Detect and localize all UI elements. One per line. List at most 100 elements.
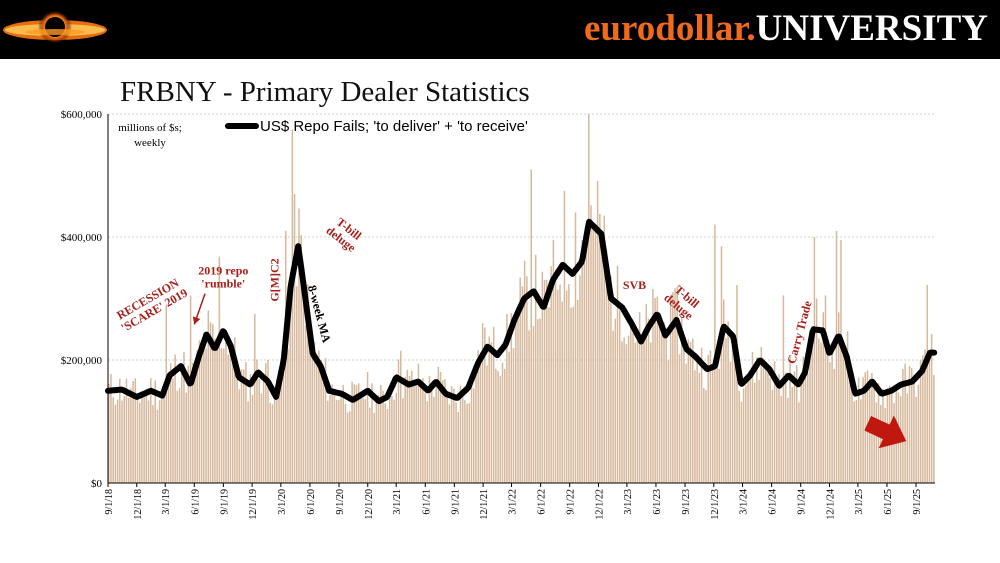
- x-tick-label: 9/1/24: [797, 489, 808, 515]
- bar: 11/5/2022: 451587: [590, 205, 592, 483]
- bar: 5/8/2021: 193905: [417, 363, 420, 483]
- bar: 4/8/2023: 278091: [638, 311, 641, 483]
- bar: 10/17/2020: 160515: [353, 384, 356, 483]
- bar: 1/14/2023: 247478: [612, 330, 614, 483]
- bar: 8/31/2024: 175979: [800, 374, 802, 483]
- x-tick-group: 3/1/25: [854, 489, 865, 515]
- bar: 10/5/2019: 236554: [234, 337, 236, 483]
- bar: 10/4/2025: 322000: [926, 284, 928, 483]
- bar: 10/27/2018: 169342: [125, 378, 128, 483]
- bar: 5/11/2019: 190607: [187, 365, 190, 483]
- bar: 10/19/2019: 152192: [238, 389, 241, 483]
- bar: 9/15/2018: 139337: [112, 397, 114, 483]
- bar: 2/25/2023: 225632: [625, 344, 628, 483]
- bar: 2/3/2024: 239150: [734, 335, 736, 483]
- bar: 6/19/2021: 158529: [430, 385, 433, 483]
- bar: 1/22/2022: 173758: [499, 376, 502, 483]
- annotation: SVB: [623, 278, 646, 292]
- bar: 9/25/2021: 145883: [461, 393, 464, 483]
- annotation: 2019 repo'rumble': [198, 264, 248, 291]
- bar: 1/25/2020: 130591: [269, 402, 271, 483]
- bar: 10/21/2023: 220064: [700, 347, 703, 483]
- bar: 10/12/2019: 182804: [236, 370, 238, 483]
- bar: 1/26/2019: 166417: [154, 380, 156, 483]
- bar: 12/26/2020: 132481: [375, 401, 378, 483]
- y-tick-label: $200,000: [61, 355, 103, 367]
- x-tick-label: 6/1/19: [190, 489, 201, 515]
- bar: 9/29/2018: 135517: [116, 399, 119, 483]
- bar: 2/8/2020: 136485: [273, 399, 276, 483]
- x-tick-group: 6/1/22: [537, 489, 548, 515]
- bar: 7/6/2024: 305000: [782, 295, 785, 483]
- bar: 7/26/2025: 194146: [904, 363, 906, 483]
- bar: 11/30/2024: 196786: [829, 361, 831, 483]
- bar: 10/6/2018: 169628: [119, 378, 121, 483]
- bar: 10/24/2020: 159087: [355, 385, 358, 483]
- x-tick-label: 12/1/21: [479, 489, 490, 520]
- bar: 4/23/2022: 248214: [528, 330, 530, 483]
- bar: 8/23/2025: 175967: [913, 374, 915, 483]
- bar: 9/21/2024: 179117: [807, 372, 809, 483]
- x-tick-group: 12/1/21: [479, 489, 490, 520]
- bar: 11/9/2024: 277610: [822, 312, 825, 483]
- bar: 11/10/2018: 154069: [130, 388, 132, 483]
- x-tick-label: 6/1/23: [652, 489, 663, 515]
- bar: 11/25/2023: 189964: [711, 366, 714, 483]
- bar: 3/12/2022: 279523: [515, 311, 517, 483]
- bar: 2/23/2019: 150284: [163, 390, 165, 483]
- bar: 12/10/2022: 390251: [601, 243, 603, 483]
- bar: 3/15/2025: 172119: [862, 377, 864, 483]
- bar: 8/10/2019: 223328: [216, 345, 218, 483]
- bar: 3/11/2023: 261490: [630, 322, 632, 483]
- bar: 3/22/2025: 180174: [864, 372, 867, 483]
- bar: 10/8/2022: 395000: [581, 240, 583, 483]
- bar: 3/23/2019: 170478: [172, 378, 174, 483]
- bar: 5/7/2022: 255261: [532, 326, 535, 483]
- x-tick-label: 9/1/22: [566, 489, 577, 515]
- bar: 6/27/2020: 215409: [318, 350, 320, 483]
- bar: 2/19/2022: 213653: [508, 351, 510, 483]
- x-tick-label: 9/1/20: [335, 489, 346, 515]
- bar: 9/19/2020: 129095: [344, 403, 347, 483]
- bar: 10/26/2019: 184735: [240, 369, 243, 483]
- bar: 9/23/2023: 234954: [691, 338, 694, 483]
- bar: 10/5/2024: 254317: [811, 326, 813, 483]
- bar: 7/15/2023: 305000: [669, 295, 672, 483]
- bar: 11/24/2018: 170165: [134, 378, 137, 483]
- bar: 10/15/2022: 379548: [583, 249, 586, 483]
- bar: 4/29/2023: 291371: [645, 303, 648, 483]
- bar: 2/26/2022: 276094: [510, 313, 513, 483]
- x-tick-group: 6/1/23: [652, 489, 663, 515]
- bar: 11/26/2022: 491197: [596, 180, 599, 483]
- bar: 1/7/2023: 337078: [610, 275, 612, 483]
- bar: 7/25/2020: 133837: [327, 400, 329, 483]
- bar: 1/11/2020: 194915: [265, 363, 267, 483]
- bar: 1/12/2019: 170419: [150, 378, 152, 483]
- bar: 3/25/2023: 228396: [634, 342, 636, 483]
- bar: 7/8/2023: 199330: [667, 360, 670, 483]
- bar: 11/17/2018: 165694: [132, 381, 134, 483]
- bar: 2/11/2023: 230134: [621, 341, 623, 483]
- x-tick-group: 3/1/24: [739, 489, 750, 515]
- bar: 3/21/2020: 218947: [287, 348, 289, 483]
- x-tick-group: 3/1/21: [392, 489, 403, 515]
- bar: 1/2/2021: 143399: [377, 394, 380, 483]
- bar: 8/9/2025: 190095: [908, 366, 911, 483]
- annotation-arrowhead: [192, 316, 201, 325]
- annotation-text: 2019 repo: [198, 264, 248, 278]
- bar: 8/13/2022: 475000: [563, 190, 566, 484]
- bar: 1/1/2022: 253905: [492, 326, 495, 483]
- bar: 5/20/2023: 315533: [652, 288, 654, 483]
- x-tick-label: 6/1/20: [306, 489, 317, 515]
- bar: 11/2/2024: 228300: [820, 342, 822, 483]
- bar: 9/20/2025: 207761: [922, 355, 924, 483]
- bar: 6/15/2019: 231876: [198, 340, 201, 483]
- x-tick-group: 6/1/24: [768, 489, 779, 515]
- bar: 2/29/2020: 189868: [280, 366, 283, 483]
- bar: 6/26/2021: 139911: [433, 396, 435, 483]
- bar: 12/12/2020: 162077: [371, 383, 373, 483]
- bar: 9/4/2021: 131097: [455, 402, 457, 483]
- bar: 6/15/2024: 170394: [776, 378, 778, 483]
- bar: 9/10/2022: 286592: [572, 306, 575, 483]
